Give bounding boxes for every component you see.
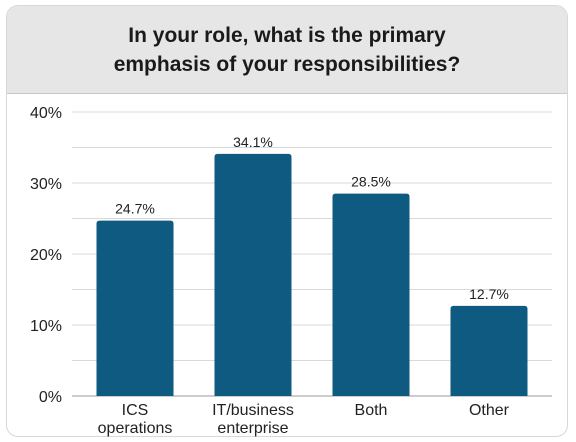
category-label: Other (469, 402, 510, 419)
bar (332, 193, 410, 396)
y-tick-label: 20% (30, 247, 62, 264)
bar (450, 305, 528, 396)
category-label: Both (355, 402, 388, 419)
y-tick-label: 30% (30, 176, 62, 193)
y-tick-label: 10% (30, 318, 62, 335)
data-label: 28.5% (351, 174, 391, 190)
category-label: ICS operations (98, 402, 173, 437)
chart-header: In your role, what is the primary emphas… (7, 6, 567, 94)
bar (214, 153, 292, 396)
y-tick-label: 0% (39, 389, 62, 406)
chart-title: In your role, what is the primary emphas… (113, 23, 461, 76)
y-tick-label: 40% (30, 105, 62, 122)
data-label: 24.7% (115, 201, 155, 217)
bar (96, 220, 174, 396)
data-label: 34.1% (233, 134, 273, 150)
category-label: IT/business enterprise (212, 402, 294, 437)
data-label: 12.7% (469, 286, 509, 302)
